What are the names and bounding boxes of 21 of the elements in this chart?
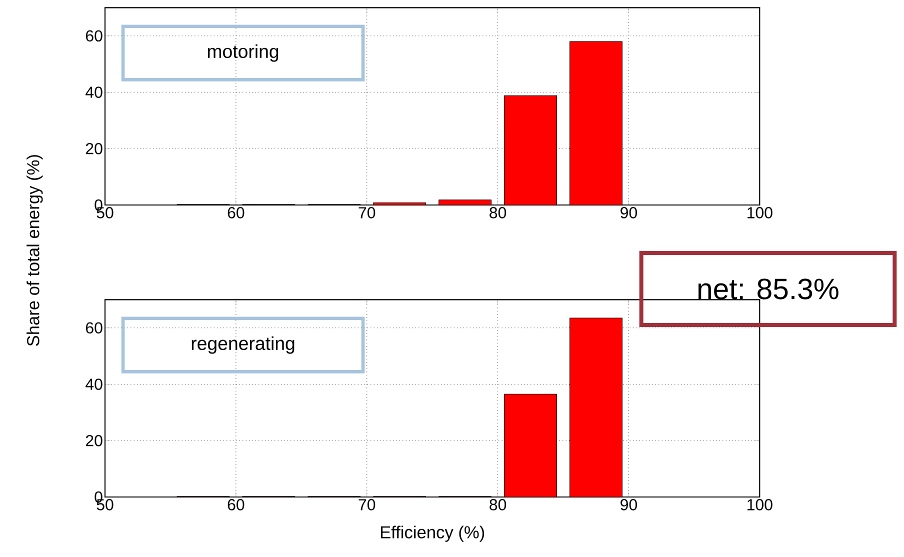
y-tick-label: 20 [86,434,102,446]
x-tick-label: 80 [490,499,506,510]
x-tick-label: 70 [358,499,376,510]
text: net: 85.3% [698,278,838,300]
x-tick-label: 60 [228,207,244,218]
y-tick-label: 40 [86,378,102,390]
y-tick-label: 40 [86,86,102,98]
x-tick-label: 100 [748,207,772,218]
x-tick-label: 80 [490,207,506,218]
x-tick-label: 70 [358,207,376,218]
x-tick-label: 100 [748,499,772,510]
text: motoring [208,44,278,62]
x-tick-label: 60 [228,499,244,510]
x-tick-label: 90 [620,499,638,510]
y-tick-label: 60 [86,322,102,334]
y-tick-label: 20 [86,142,102,154]
x-tick-label: 90 [620,207,638,218]
text: regenerating [192,336,294,354]
x-axis-title: Efficiency (%) [380,526,484,542]
y-tick-label: 60 [86,30,102,42]
y-axis-title: Share of total energy (%) [26,155,43,346]
